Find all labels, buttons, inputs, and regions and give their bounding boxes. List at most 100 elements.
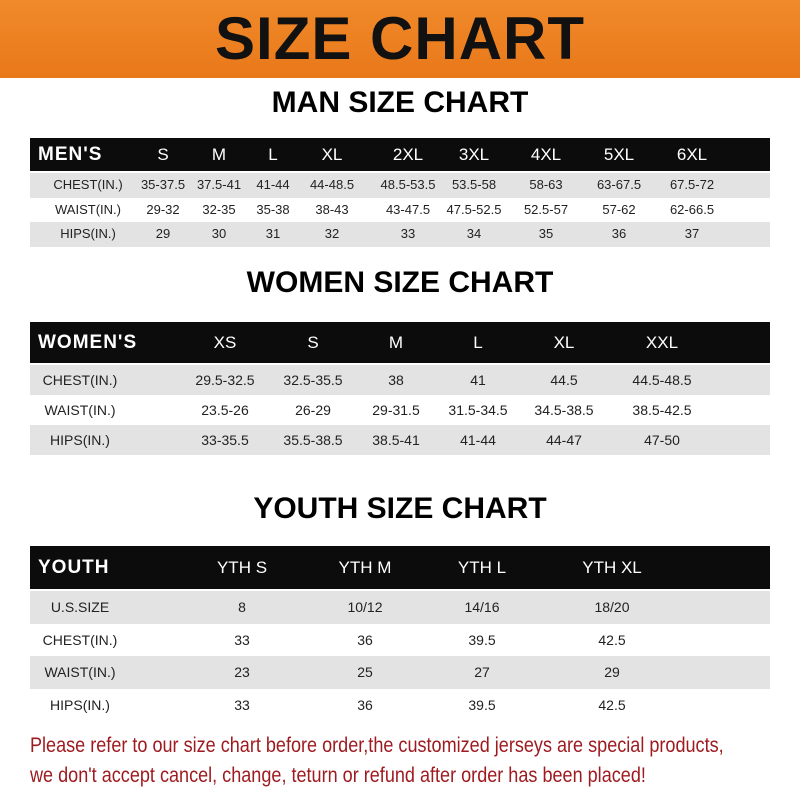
size-header: YTH L [457,558,507,577]
measurement-cell: 57-62 [602,201,636,217]
measurement-cell: 63-67.5 [596,177,642,192]
measurement-cell: 37.5-41 [196,177,242,192]
table-row: CHEST(IN.) 29.5-32.5 32.5-35.5 38 41 44.5 44.5… [30,365,770,395]
measurement-cell: 10/12 [347,599,383,615]
row-label: CHEST(IN.) [53,177,123,192]
measurement-cell: 38 [388,372,404,388]
measurement-cell: 32-35 [202,201,236,217]
size-header: XS [213,333,237,352]
row-label: CHEST(IN.) [42,631,118,648]
youth-section-title: YOUTH SIZE CHART [253,492,547,525]
measurement-cell: 26-29 [295,402,331,418]
measurement-cell: 38.5-41 [372,432,420,448]
measurement-cell: 38.5-42.5 [632,402,692,418]
measurement-cell: 58-63 [529,177,563,192]
size-header: YTH S [216,558,268,577]
table-row: CHEST(IN.) 33 36 39.5 42.5 [30,623,770,656]
row-label: WAIST(IN.) [55,201,121,217]
table-row: WAIST(IN.) 23 25 27 29 [30,656,770,689]
measurement-cell: 33 [400,226,416,241]
size-header: XL [321,145,343,164]
table-row: HIPS(IN.) 33-35.5 35.5-38.5 38.5-41 41-44 44-… [30,425,770,455]
size-header: 6XL [676,145,708,164]
row-label: U.S.SIZE [50,599,110,615]
measurement-cell: 44.5-48.5 [632,372,692,388]
measurement-cell: 33 [234,696,250,713]
measurement-cell: 35-37.5 [140,177,186,192]
measurement-cell: 14/16 [464,599,500,615]
measurement-cell: 42.5 [598,631,626,648]
measurement-cell: 47-50 [644,432,680,448]
measurement-cell: 41 [470,372,486,388]
measurement-cell: 29 [155,226,171,241]
size-header: XL [553,333,575,352]
measurement-cell: 31 [265,226,281,241]
measurement-cell: 35.5-38.5 [283,432,343,448]
row-label: CHEST(IN.) [42,372,118,388]
table-row: HIPS(IN.) 33 36 39.5 42.5 [30,688,770,721]
row-label: HIPS(IN.) [60,226,116,241]
measurement-cell: 37 [684,226,700,241]
measurement-cell: 53.5-58 [451,177,497,192]
size-header: S [157,145,169,164]
row-label: WAIST(IN.) [44,664,116,680]
table-row: CHEST(IN.) 35-37.5 37.5-41 41-44 44-48.5 48.5… [30,173,770,198]
table-header-label: YOUTH [38,557,110,578]
page-title: SIZE CHART [215,5,585,72]
measurement-cell: 39.5 [468,631,496,648]
table-header-label: MEN'S [38,144,103,165]
measurement-cell: 52.5-57 [523,201,569,217]
measurement-cell: 34 [466,226,482,241]
table-header-row: YOUTH YTH S YTH M YTH L YTH XL [30,546,770,589]
row-label: WAIST(IN.) [44,402,116,418]
size-header: M [388,333,404,352]
measurement-cell: 67.5-72 [669,177,715,192]
measurement-cell: 39.5 [468,696,496,713]
measurement-cell: 47.5-52.5 [446,201,502,217]
measurement-cell: 48.5-53.5 [380,177,436,192]
measurement-cell: 32 [324,226,340,241]
measurement-cell: 29.5-32.5 [195,372,255,388]
measurement-cell: 44-48.5 [309,177,355,192]
measurement-cell: 44-47 [546,432,582,448]
measurement-cell: 41-44 [460,432,496,448]
measurement-cell: 18/20 [594,599,630,615]
measurement-cell: 33-35.5 [201,432,249,448]
table-header-label: WOMEN'S [38,332,138,353]
measurement-cell: 31.5-34.5 [448,402,508,418]
title-banner [0,0,800,78]
measurement-cell: 36 [357,631,373,648]
measurement-cell: 33 [234,631,250,648]
measurement-cell: 29-32 [146,201,180,217]
size-header: L [473,333,483,352]
measurement-cell: 23 [234,664,250,680]
measurement-cell: 8 [238,599,246,615]
measurement-cell: 35-38 [256,201,290,217]
size-header: 4XL [530,145,562,164]
table-row: HIPS(IN.) 29 30 31 32 33 34 35 36 37 [30,222,770,247]
size-header: S [307,333,319,352]
measurement-cell: 30 [211,226,227,241]
table-header-row: WOMEN'S XS S M L XL XXL [30,322,770,363]
measurement-cell: 44.5 [550,372,578,388]
measurement-cell: 35 [538,226,554,241]
measurement-cell: 27 [474,664,490,680]
measurement-cell: 32.5-35.5 [283,372,343,388]
measurement-cell: 25 [357,664,373,680]
measurement-cell: 23.5-26 [201,402,249,418]
measurement-cell: 36 [357,696,373,713]
size-header: 3XL [458,145,490,164]
measurement-cell: 34.5-38.5 [534,402,594,418]
table-row: WAIST(IN.) 29-32 32-35 35-38 38-43 43-47.5 47.… [30,197,770,222]
notice-line-2: we don't accept cancel, change, teturn o… [30,764,646,787]
measurement-cell: 42.5 [598,696,626,713]
measurement-cell: 29-31.5 [372,402,420,418]
measurement-cell: 43-47.5 [385,201,431,217]
measurement-cell: 29 [604,664,620,680]
table-row: U.S.SIZE 8 10/12 14/16 18/20 [30,591,770,624]
measurement-cell: 36 [611,226,627,241]
measurement-cell: 62-66.5 [669,201,715,217]
size-header: 5XL [603,145,635,164]
men-section-title: MAN SIZE CHART [271,86,529,119]
table-header-row: MEN'S S M L XL 2XL 3XL 4XL 5XL 6XL [30,138,770,171]
